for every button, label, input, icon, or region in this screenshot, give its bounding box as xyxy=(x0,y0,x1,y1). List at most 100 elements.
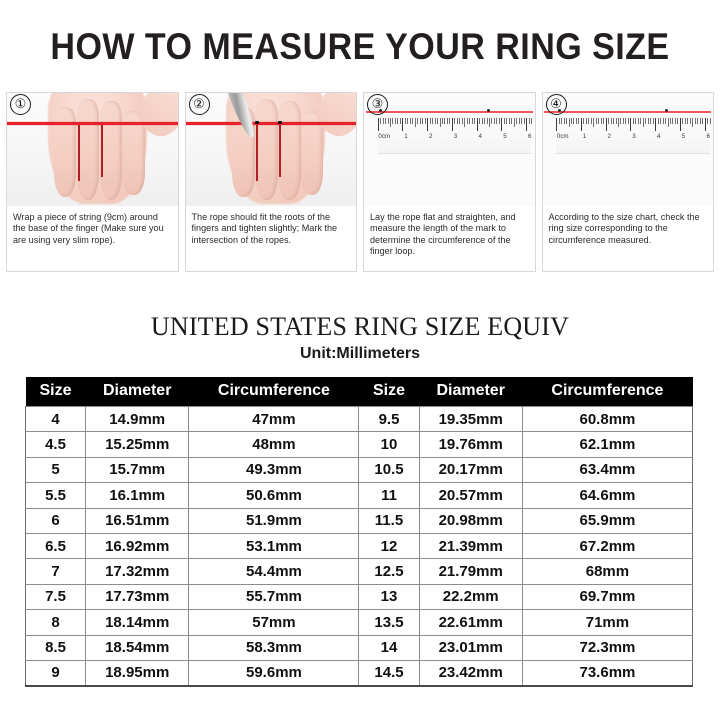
ruler-tick xyxy=(625,117,627,124)
ruler-tick xyxy=(437,117,439,124)
table-row: 9 18.95mm 59.6mm 14.5 23.42mm 73.6mm xyxy=(24,659,694,687)
table-cell-5: 71mm xyxy=(521,609,694,636)
ruler-tick xyxy=(585,117,587,124)
table-cell-5: 68mm xyxy=(521,558,694,585)
table-cell-0: 5 xyxy=(24,456,87,484)
ruler-tick xyxy=(427,117,429,131)
ruler-tick xyxy=(479,117,481,124)
table-cell-2: 51.9mm xyxy=(188,507,360,534)
ruler-label-2: 2 xyxy=(607,132,611,140)
ruler-tick xyxy=(669,117,671,124)
ruler-tick xyxy=(573,117,575,124)
table-cell-3: 9.5 xyxy=(358,405,420,433)
step-panel-1: ① Wrap a piece of string (9cm) around th… xyxy=(6,92,179,272)
rope-vertical-right xyxy=(100,122,103,177)
table-body: 4 14.9mm 47mm 9.5 19.35mm 60.8mm 4.5 15.25mm 48m… xyxy=(24,405,694,687)
table-cell-2: 47mm xyxy=(188,405,360,433)
mark-dot-right xyxy=(278,120,282,124)
ruler-tick xyxy=(503,117,505,124)
ruler-tick xyxy=(390,117,391,127)
table-cell-3: 11.5 xyxy=(358,507,420,534)
ruler-body: 0cm 1 2 3 4 5 6 xyxy=(377,117,533,154)
table-cell-0: 4 xyxy=(24,405,87,433)
ruler-tick xyxy=(558,117,560,124)
ruler-tick xyxy=(508,117,510,124)
steps-row: ① Wrap a piece of string (9cm) around th… xyxy=(6,92,714,272)
ruler-tick xyxy=(513,117,515,127)
ruler-tick xyxy=(456,117,458,124)
ruler-tick xyxy=(583,117,585,124)
finger-pinky xyxy=(300,111,324,195)
ruler-tick xyxy=(563,117,565,124)
ruler-tick xyxy=(598,117,600,124)
table-cell-0: 6 xyxy=(24,507,87,534)
ruler-tick xyxy=(446,117,448,124)
ruler-tick xyxy=(709,117,711,124)
ruler-tick xyxy=(407,117,409,124)
ruler-tick xyxy=(471,117,473,124)
rope-straight xyxy=(544,111,712,113)
step-panel-2: ② The rope should fit the roots of the f… xyxy=(184,92,357,272)
ruler-tick xyxy=(590,117,592,124)
table-cell-0: 7.5 xyxy=(24,583,87,611)
ruler-tick xyxy=(454,117,456,124)
ruler-tick xyxy=(469,117,471,124)
rope-horizontal xyxy=(185,122,356,125)
step-1-photo: ① xyxy=(7,93,178,206)
table-cell-3: 12.5 xyxy=(358,558,420,585)
ruler-tick xyxy=(484,117,486,124)
table-cell-1: 16.51mm xyxy=(85,507,190,534)
ruler-tick xyxy=(556,117,558,131)
rope-vertical-right xyxy=(279,122,282,177)
ruler-illustration-4: 0cm 1 2 3 4 5 6 xyxy=(542,93,713,206)
table-cell-1: 16.92mm xyxy=(85,532,190,560)
hand-illustration-1 xyxy=(7,93,178,206)
table-cell-4: 21.39mm xyxy=(418,532,523,560)
ruler-tick xyxy=(506,117,508,124)
table-cell-5: 63.4mm xyxy=(521,456,694,484)
finger-ring xyxy=(278,100,301,201)
table-cell-4: 23.42mm xyxy=(418,659,523,687)
table-header-cell-0: Size xyxy=(25,377,86,407)
ruler-label-4: 4 xyxy=(478,132,482,140)
table-cell-5: 62.1mm xyxy=(521,431,694,458)
step-panel-4: 0cm 1 2 3 4 5 6 ④ According to the size chart,… xyxy=(541,92,714,272)
ruler-tick xyxy=(382,117,384,124)
ruler-label-zero: 0cm xyxy=(556,132,569,140)
table-cell-4: 19.35mm xyxy=(418,405,523,433)
ruler-tick xyxy=(474,117,476,124)
ruler-tick xyxy=(397,117,399,124)
table-row: 8.5 18.54mm 58.3mm 14 23.01mm 72.3mm xyxy=(24,634,694,661)
table-cell-5: 65.9mm xyxy=(521,507,694,534)
step-caption-1: Wrap a piece of string (9cm) around the … xyxy=(7,206,178,271)
ruler-tick xyxy=(689,117,691,124)
table-cell-3: 14.5 xyxy=(358,659,420,687)
ruler-tick xyxy=(702,117,704,124)
ruler-label-2: 2 xyxy=(428,132,433,140)
table-cell-3: 12 xyxy=(358,532,420,560)
table-cell-5: 73.6mm xyxy=(521,659,694,687)
ruler-tick xyxy=(491,117,493,124)
ruler-tick xyxy=(414,117,416,127)
ruler-tick xyxy=(449,117,451,124)
ring-size-table: Size Diameter Circumference Size Diameter Cir… xyxy=(24,377,694,687)
ring-size-table-wrapper: Size Diameter Circumference Size Diameter Cir… xyxy=(24,377,694,687)
table-row: 6.5 16.92mm 53.1mm 12 21.39mm 67.2mm xyxy=(24,532,694,560)
table-cell-2: 55.7mm xyxy=(188,583,360,611)
table-cell-0: 5.5 xyxy=(24,482,87,509)
table-head: Size Diameter Circumference Size Diameter Cir… xyxy=(25,377,693,407)
ruler-tick xyxy=(422,117,424,124)
table-cell-1: 18.14mm xyxy=(85,609,190,636)
table-cell-3: 10 xyxy=(358,431,420,458)
ruler-tick xyxy=(642,117,644,127)
ruler-tick xyxy=(603,117,605,124)
table-header-cell-1: Diameter xyxy=(85,377,189,407)
ruler-tick xyxy=(657,117,659,124)
step-4-photo: 0cm 1 2 3 4 5 6 ④ xyxy=(542,93,713,206)
ruler-tick xyxy=(496,117,498,124)
step-3-photo: 0cm 1 2 3 4 5 6 ③ xyxy=(364,93,535,206)
ruler-tick xyxy=(394,117,396,124)
table-cell-4: 20.98mm xyxy=(418,507,523,534)
ruler-tick xyxy=(498,117,500,124)
